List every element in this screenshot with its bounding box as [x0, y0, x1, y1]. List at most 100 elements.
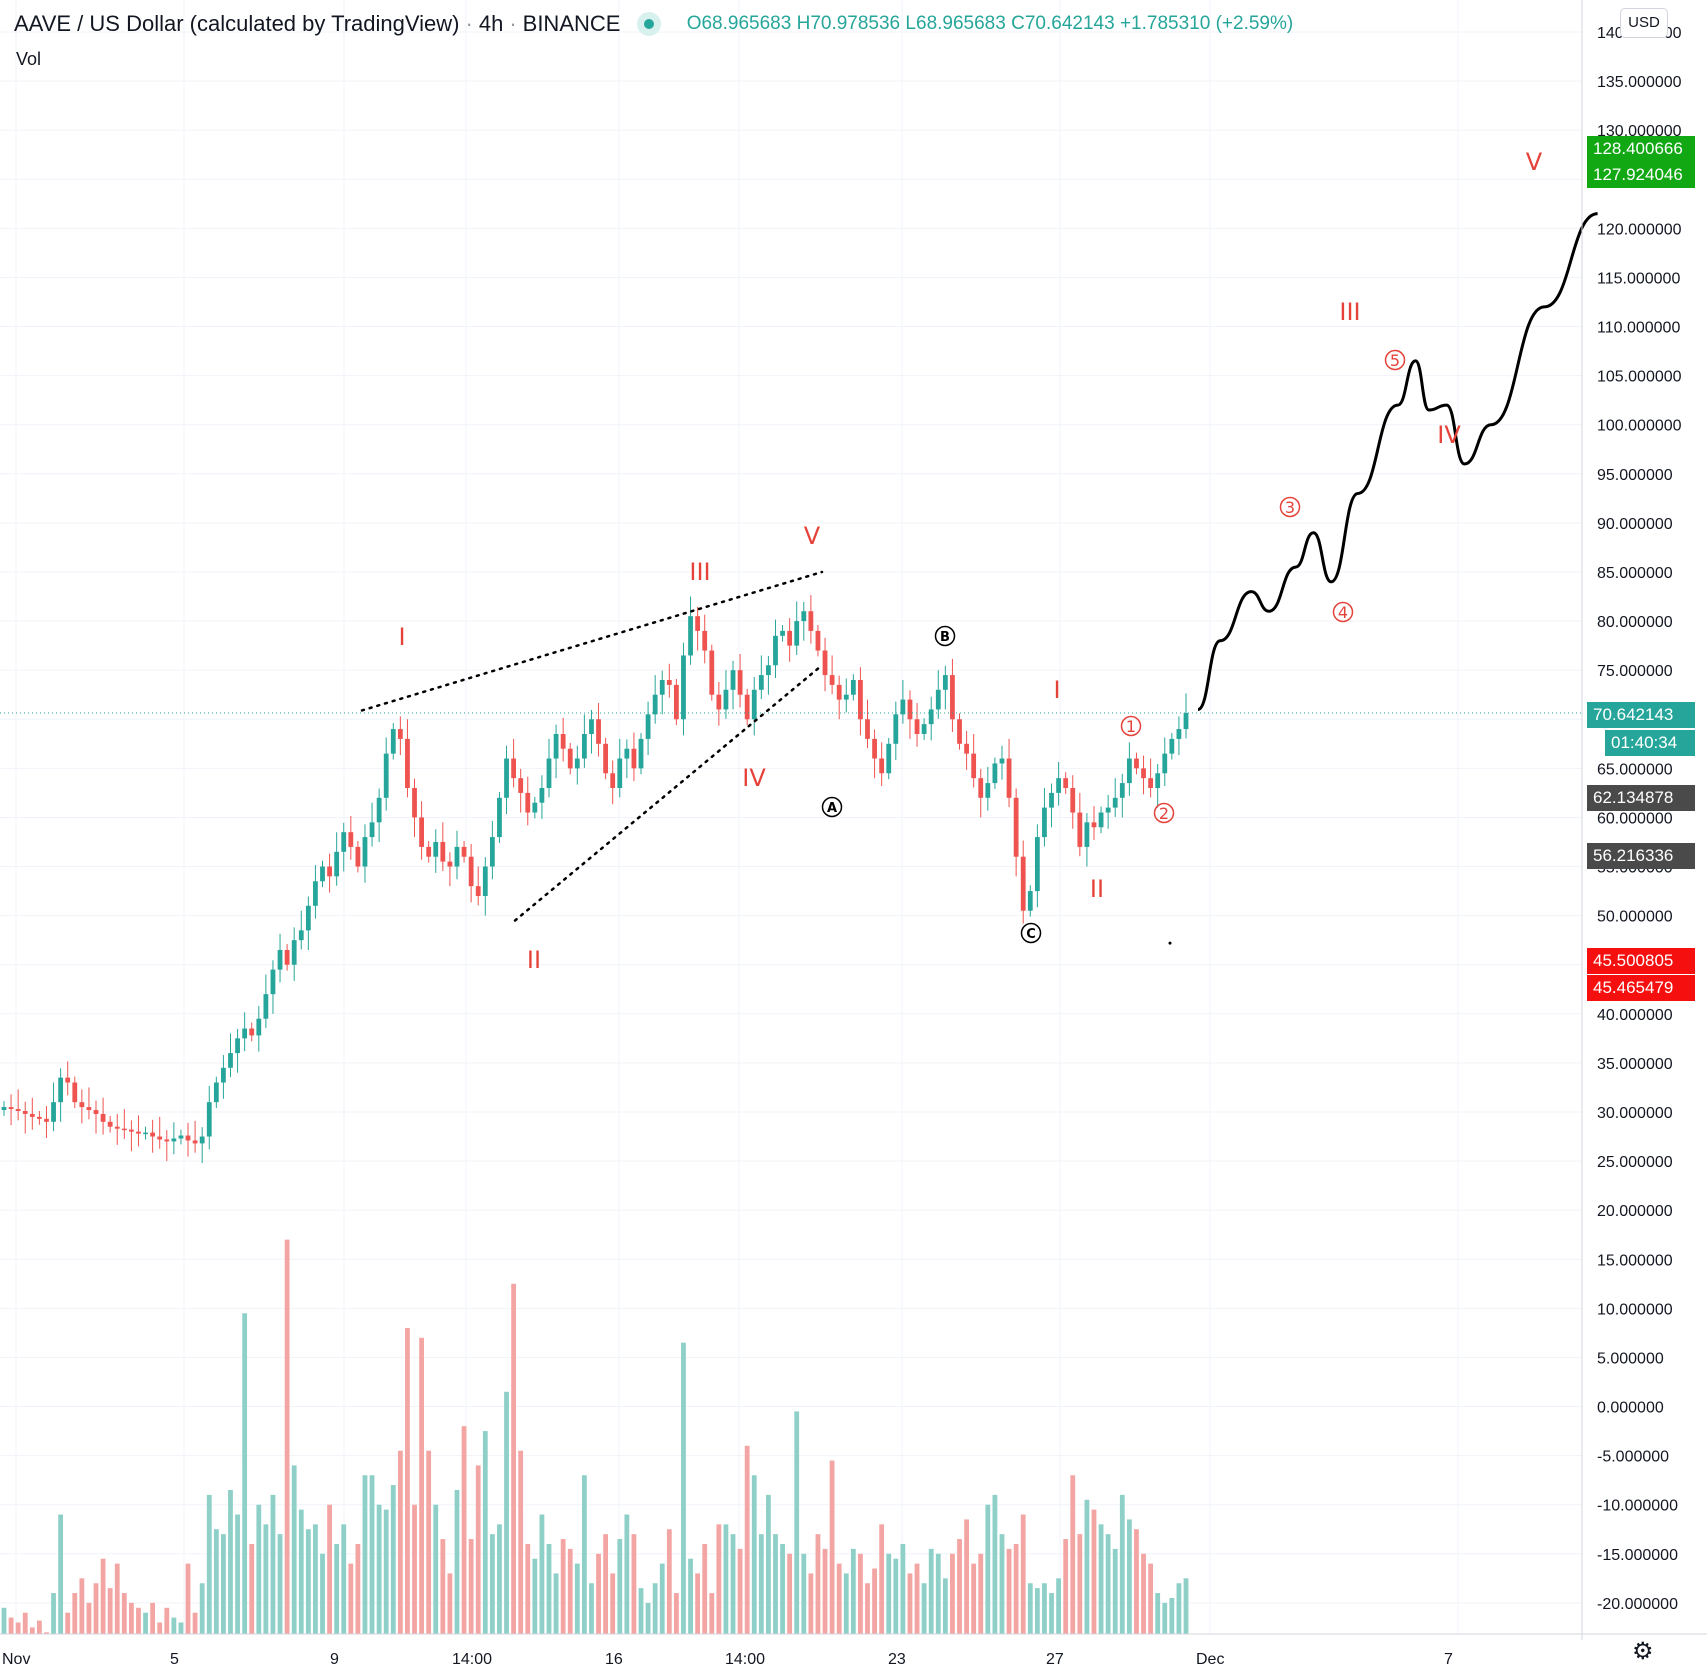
volume-bar: [1112, 1548, 1118, 1634]
volume-bar: [461, 1426, 467, 1634]
symbol-title[interactable]: AAVE / US Dollar (calculated by TradingV…: [14, 11, 460, 37]
minor-wave-marker: [1332, 601, 1354, 623]
price-tick-label: 5.000000: [1597, 1350, 1664, 1367]
wedge-upper-line: [360, 570, 824, 712]
volume-bar: [773, 1534, 778, 1634]
candle-body: [539, 787, 545, 803]
volume-bar: [659, 1563, 665, 1634]
candle-body: [858, 679, 863, 720]
last-price-tag: 70.642143: [1587, 702, 1695, 728]
candle-body: [150, 1132, 156, 1137]
separator: ·: [465, 11, 473, 37]
volume-bar: [228, 1489, 233, 1634]
volume-bar: [709, 1593, 715, 1634]
settings-gear-icon[interactable]: ⚙: [1632, 1638, 1654, 1665]
currency-button[interactable]: USD: [1620, 8, 1668, 38]
candle-body: [447, 861, 453, 867]
volume-bar: [716, 1524, 722, 1634]
candle-body: [978, 778, 984, 798]
candle-body: [1141, 768, 1146, 779]
candle-body: [206, 1102, 212, 1137]
volume-bar: [688, 1558, 693, 1634]
volume-bar: [192, 1612, 198, 1634]
volume-bar: [589, 1583, 594, 1634]
volume-bar: [673, 1593, 679, 1634]
volume-bar: [666, 1529, 672, 1634]
candle-body: [249, 1028, 255, 1036]
wave-label-primary: I: [398, 623, 405, 651]
candle-body: [228, 1053, 233, 1068]
volume-bar: [305, 1529, 311, 1634]
volume-bar: [525, 1543, 531, 1634]
candle-body: [1155, 773, 1161, 788]
volume-bar: [390, 1485, 396, 1634]
candle-body: [751, 689, 757, 720]
ohlc-values: O68.965683 H70.978536 L68.965683 C70.642…: [686, 13, 1294, 35]
minor-wave-label: 1: [1126, 717, 1136, 736]
candle-body: [985, 783, 991, 798]
target-high-tag: 128.400666: [1587, 136, 1695, 162]
volume-bar: [730, 1534, 736, 1634]
candle-body: [1063, 778, 1069, 788]
price-tick-label: 135.000000: [1597, 74, 1682, 91]
candle-body: [44, 1118, 49, 1122]
wedge-lower-line: [513, 664, 824, 922]
minor-wave-label: 3: [1285, 498, 1295, 517]
volume-bar: [603, 1534, 609, 1634]
volume-bar: [992, 1494, 998, 1634]
candle-body: [305, 905, 311, 931]
candle-body: [1091, 822, 1097, 828]
candle-body: [221, 1067, 226, 1083]
candle-body: [787, 630, 793, 646]
volume-bar: [737, 1548, 743, 1634]
open-value: 68.965683: [701, 13, 792, 35]
volume-bar: [1134, 1529, 1139, 1634]
candle-body: [730, 670, 736, 690]
candle-body: [815, 630, 821, 651]
interval[interactable]: 4h: [478, 11, 504, 37]
candle-body: [114, 1126, 120, 1129]
volume-bar: [334, 1543, 340, 1634]
volume-bar: [320, 1553, 325, 1634]
candle-body: [780, 630, 785, 636]
symbol-header[interactable]: AAVE / US Dollar (calculated by TradingV…: [14, 10, 1293, 37]
price-tick-label: 95.000000: [1597, 467, 1673, 484]
price-tick-label: -20.000000: [1597, 1596, 1678, 1613]
volume-bar: [454, 1489, 460, 1634]
volume-bar: [574, 1563, 580, 1634]
volume-bar: [950, 1553, 955, 1634]
volume-bar: [624, 1514, 630, 1634]
volume-bar: [695, 1573, 701, 1634]
volume-bar: [702, 1543, 708, 1634]
price-tick-label: 50.000000: [1597, 909, 1673, 926]
price-tick-label: -10.000000: [1597, 1498, 1678, 1515]
volume-bar: [935, 1553, 941, 1634]
volume-bar: [143, 1612, 148, 1634]
volume-bar: [93, 1583, 99, 1634]
volume-bar: [178, 1622, 184, 1634]
volume-bar: [1162, 1602, 1168, 1634]
candle-body: [652, 694, 658, 715]
candle-body: [999, 758, 1005, 764]
volume-bar: [482, 1431, 488, 1634]
candle-body: [1119, 783, 1125, 798]
candle-body: [29, 1113, 35, 1117]
volume-bar: [249, 1543, 255, 1634]
price-tick-label: 105.000000: [1597, 369, 1682, 386]
volume-bar: [567, 1548, 573, 1634]
volume-bar: [497, 1524, 502, 1634]
volume-legend[interactable]: Vol: [16, 49, 42, 69]
candle-body: [511, 758, 517, 779]
price-tick-label: 60.000000: [1597, 810, 1673, 827]
candle-body: [673, 684, 679, 720]
volume-bar: [794, 1411, 800, 1634]
candle-body: [546, 758, 552, 788]
candle-body: [1013, 797, 1019, 857]
candle-body: [942, 675, 948, 690]
candle-body: [659, 679, 665, 695]
dot-marker: [1168, 941, 1172, 945]
volume-bar: [1141, 1553, 1146, 1634]
wave-label-primary: IV: [742, 764, 766, 792]
candle-body: [1056, 778, 1061, 793]
